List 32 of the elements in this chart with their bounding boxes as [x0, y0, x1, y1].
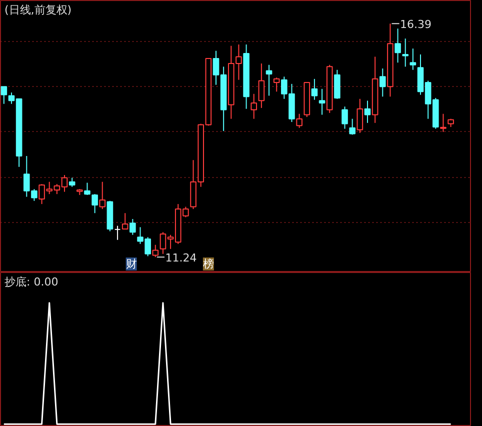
candlestick	[0, 86, 8, 104]
annotation: 16.39	[400, 18, 432, 32]
candlestick	[318, 88, 326, 116]
candlestick	[99, 181, 106, 210]
candlestick	[250, 93, 258, 120]
candlestick	[122, 212, 128, 230]
candlestick	[152, 244, 159, 258]
candlestick	[296, 113, 302, 128]
candlestick	[334, 69, 340, 100]
annotation: 11.24	[165, 252, 197, 265]
candlestick	[92, 194, 98, 214]
candlestick	[356, 98, 364, 134]
candlestick	[266, 64, 272, 96]
chart-title: (日线,前复权)	[4, 4, 72, 16]
candlestick	[130, 218, 136, 236]
candlestick	[84, 182, 90, 196]
chart-title: 抄底: 0.00	[4, 276, 58, 288]
candlestick	[440, 113, 446, 132]
candlestick	[273, 77, 280, 92]
annotation: 财	[126, 258, 137, 270]
candlestick	[394, 28, 401, 64]
candlestick	[379, 68, 386, 98]
candlestick	[68, 177, 76, 188]
candlestick	[402, 38, 409, 68]
annotation: 榜	[202, 258, 214, 270]
candlestick	[342, 106, 348, 130]
candlestick	[311, 78, 318, 100]
candlestick	[410, 48, 416, 70]
candlestick	[349, 118, 356, 136]
candlestick	[258, 63, 265, 108]
candlestick	[114, 225, 121, 240]
candlestick	[364, 100, 371, 124]
